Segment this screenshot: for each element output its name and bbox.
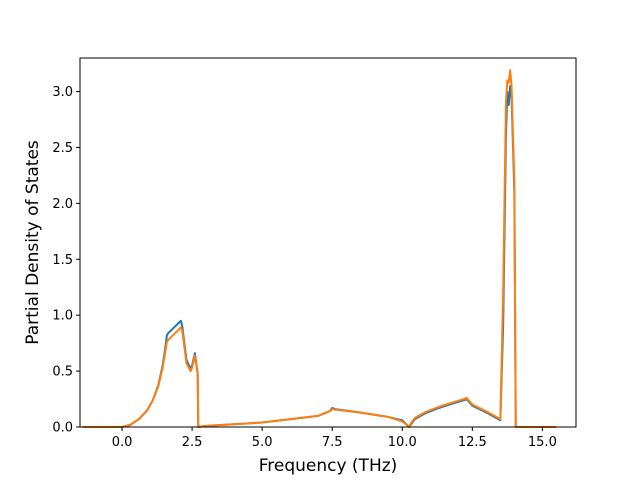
x-tick-label: 2.5	[182, 435, 203, 450]
series-line-2	[82, 69, 557, 428]
y-tick-label: 2.5	[52, 141, 73, 156]
x-tick-label: 10.0	[388, 435, 417, 450]
y-tick-label: 1.5	[52, 253, 73, 268]
x-axis-ticks: 0.0 2.5 5.0 7.5 10.0 12.5 15.0	[112, 427, 557, 450]
x-tick-label: 7.5	[322, 435, 343, 450]
x-tick-label: 0.0	[112, 435, 133, 450]
x-tick-label: 12.5	[458, 435, 487, 450]
x-axis-label: Frequency (THz)	[259, 456, 398, 476]
y-axis-ticks: 0.0 0.5 1.0 1.5 2.0 2.5 3.0	[52, 85, 80, 436]
y-tick-label: 1.0	[52, 309, 73, 324]
y-tick-label: 0.5	[52, 365, 73, 380]
y-axis-label: Partial Density of States	[23, 140, 43, 345]
y-tick-label: 0.0	[52, 421, 73, 436]
x-tick-label: 15.0	[528, 435, 557, 450]
axes-frame	[79, 57, 577, 428]
x-tick-label: 5.0	[252, 435, 273, 450]
y-tick-label: 3.0	[52, 85, 73, 100]
y-tick-label: 2.0	[52, 197, 73, 212]
series-lines	[82, 69, 557, 428]
